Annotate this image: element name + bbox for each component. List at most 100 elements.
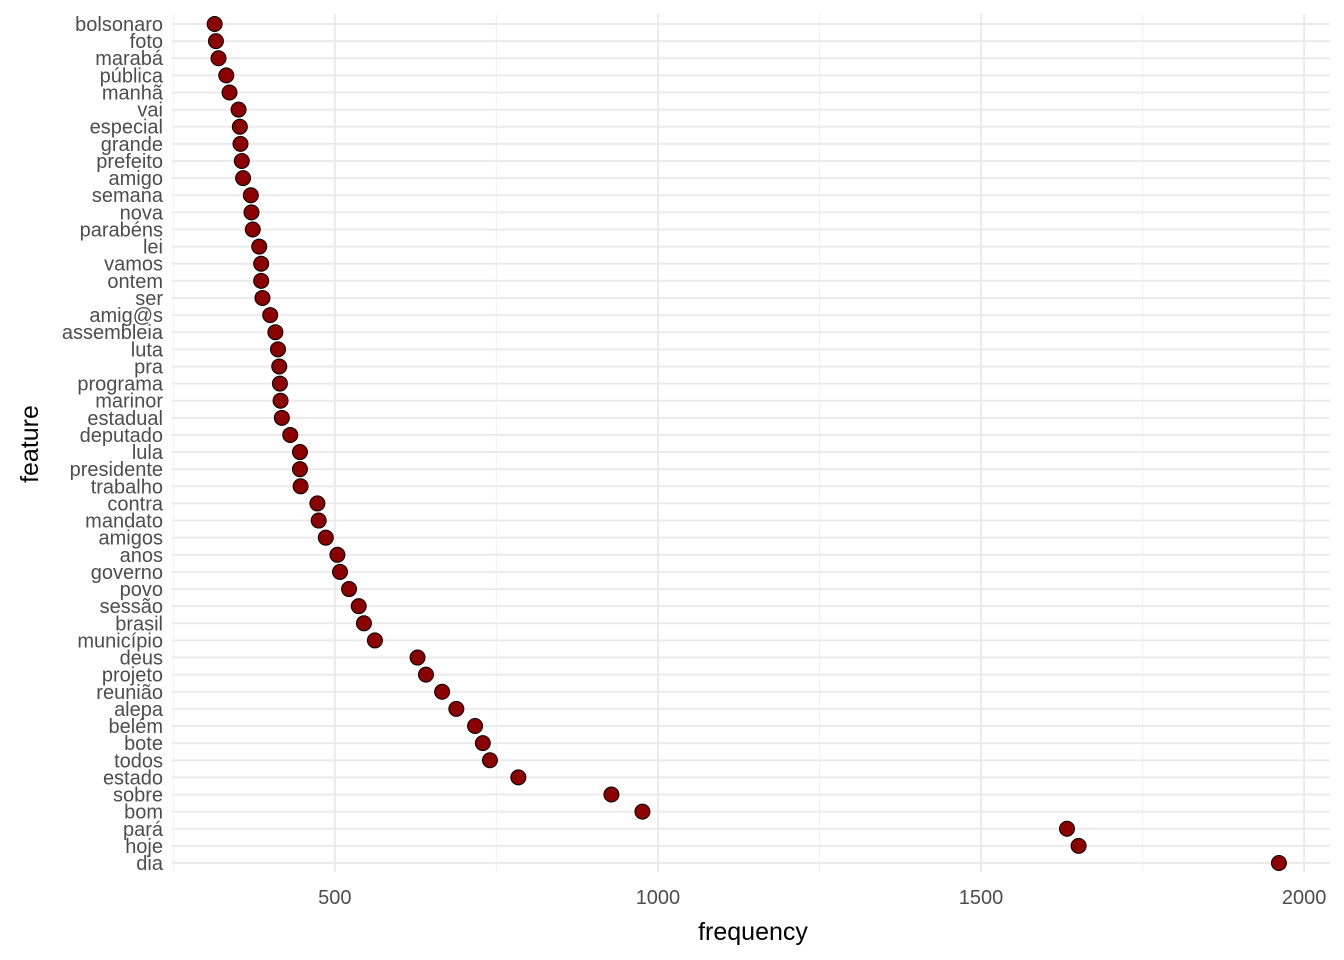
- data-point: [267, 324, 284, 341]
- y-tick-label: ser: [135, 288, 163, 310]
- y-tick-label: sobre: [113, 785, 163, 807]
- y-tick-label: anos: [120, 545, 163, 567]
- y-tick-label: governo: [91, 562, 163, 584]
- x-tick-label: 1500: [959, 887, 1004, 909]
- data-point: [271, 358, 288, 375]
- data-point: [310, 512, 327, 529]
- data-point: [273, 409, 290, 426]
- data-point: [207, 33, 224, 50]
- y-tick-label: bolsonaro: [75, 14, 163, 36]
- data-point: [235, 170, 252, 187]
- y-tick-label: todos: [114, 750, 163, 772]
- data-points: [206, 16, 1287, 871]
- data-point: [253, 272, 270, 289]
- y-axis-title: feature: [16, 405, 44, 483]
- y-tick-label: lula: [132, 442, 164, 464]
- y-tick-label: amig@s: [89, 305, 163, 327]
- data-point: [291, 444, 308, 461]
- y-tick-label: deus: [120, 648, 163, 670]
- y-tick-label: pra: [134, 356, 164, 378]
- data-point: [341, 581, 358, 598]
- data-point: [448, 700, 465, 717]
- y-tick-label: mandato: [85, 511, 163, 533]
- data-point: [232, 135, 249, 152]
- data-point: [218, 67, 235, 84]
- x-tick-label: 500: [318, 887, 351, 909]
- data-point: [253, 255, 270, 272]
- data-point: [634, 803, 651, 820]
- y-tick-label: reunião: [96, 682, 163, 704]
- y-tick-label: parabéns: [80, 219, 163, 241]
- data-point: [467, 718, 484, 735]
- y-tick-label: lei: [143, 237, 163, 259]
- y-tick-label: povo: [120, 579, 163, 601]
- data-point: [434, 683, 451, 700]
- y-tick-labels: bolsonarofotomarabápúblicamanhãvaiespeci…: [62, 14, 164, 875]
- data-point: [1270, 855, 1287, 871]
- y-tick-label: bote: [124, 733, 163, 755]
- data-point: [350, 598, 367, 615]
- data-point: [292, 478, 309, 495]
- y-tick-label: foto: [130, 31, 163, 53]
- y-tick-label: belém: [109, 716, 163, 738]
- y-tick-label: nova: [120, 202, 164, 224]
- data-point: [244, 221, 261, 238]
- y-tick-label: estadual: [87, 408, 163, 430]
- y-tick-label: hoje: [125, 836, 163, 858]
- data-point: [355, 615, 372, 632]
- data-point: [417, 666, 434, 683]
- y-tick-label: presidente: [70, 459, 163, 481]
- y-tick-label: sessão: [100, 596, 163, 618]
- data-point: [221, 84, 238, 101]
- y-tick-label: vamos: [104, 254, 163, 276]
- y-tick-label: brasil: [115, 613, 163, 635]
- x-axis-title: frequency: [698, 918, 808, 946]
- y-tick-label: marinor: [95, 391, 163, 413]
- data-point: [474, 735, 491, 752]
- y-tick-label: programa: [77, 374, 163, 396]
- y-tick-label: trabalho: [91, 476, 163, 498]
- data-point: [309, 495, 326, 512]
- data-point: [510, 769, 527, 786]
- data-point: [332, 563, 349, 580]
- y-tick-label: bom: [124, 802, 163, 824]
- data-point: [242, 187, 259, 204]
- y-tick-label: amigo: [109, 168, 163, 190]
- y-tick-label: dia: [136, 853, 164, 875]
- grid-lines: [172, 14, 1330, 872]
- y-tick-label: vai: [137, 100, 163, 122]
- data-point: [269, 341, 286, 358]
- y-tick-label: grande: [101, 134, 163, 156]
- y-tick-label: marabá: [95, 48, 164, 70]
- x-tick-label: 1000: [636, 887, 681, 909]
- data-point: [271, 375, 288, 392]
- y-tick-label: ontem: [107, 271, 163, 293]
- data-point: [230, 101, 247, 118]
- y-tick-label: assembleia: [62, 322, 164, 344]
- data-point: [210, 50, 227, 67]
- y-tick-label: alepa: [114, 699, 164, 721]
- y-tick-label: luta: [131, 339, 164, 361]
- y-tick-label: projeto: [102, 665, 163, 687]
- data-point: [603, 786, 620, 803]
- y-tick-label: estado: [103, 767, 163, 789]
- data-point: [282, 426, 299, 443]
- data-point: [291, 461, 308, 478]
- y-tick-label: manhã: [102, 82, 164, 104]
- data-point: [254, 289, 271, 306]
- y-tick-label: contra: [107, 493, 163, 515]
- data-point: [262, 307, 279, 324]
- data-point: [366, 632, 383, 649]
- data-point: [1070, 837, 1087, 854]
- data-point: [206, 16, 223, 32]
- data-point: [317, 529, 334, 546]
- data-point: [272, 392, 289, 409]
- data-point: [409, 649, 426, 666]
- data-point: [233, 152, 250, 169]
- data-point: [1058, 820, 1075, 837]
- y-tick-label: especial: [90, 117, 163, 139]
- y-tick-label: semana: [92, 185, 164, 207]
- y-tick-label: pública: [100, 65, 164, 87]
- y-tick-label: amigos: [99, 528, 163, 550]
